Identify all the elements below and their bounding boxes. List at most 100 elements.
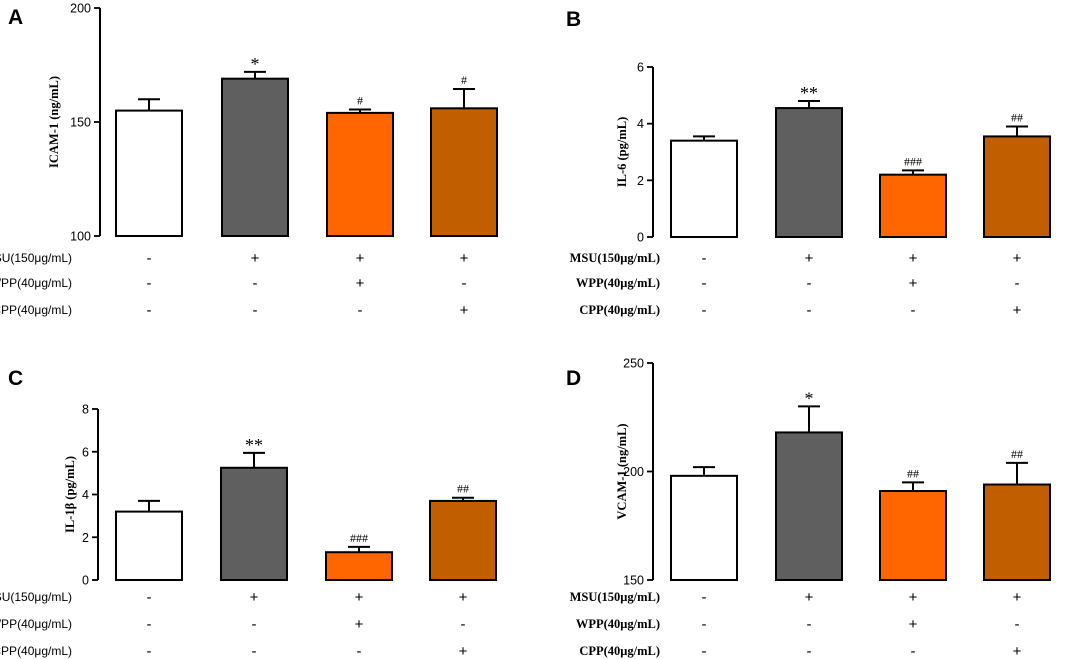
significance-label: ### — [350, 531, 368, 545]
condition-sign: - — [462, 275, 467, 292]
bar-msu-cpp — [430, 107, 498, 237]
condition-sign: + — [459, 589, 468, 606]
condition-sign: - — [252, 643, 257, 659]
condition-sign: - — [252, 616, 257, 633]
condition-sign: + — [909, 589, 918, 606]
y-tick-label: 4 — [82, 488, 89, 502]
significance-label: ## — [1011, 447, 1023, 461]
condition-sign: + — [250, 589, 259, 606]
bar-msu-cpp — [429, 499, 497, 582]
condition-sign: - — [702, 250, 707, 267]
condition-sign: + — [460, 302, 469, 319]
y-tick-label: 6 — [637, 61, 644, 75]
condition-sign: - — [147, 275, 152, 292]
bar-msu-wpp — [325, 551, 393, 582]
condition-label: WPP(40μg/mL) — [0, 617, 72, 631]
condition-label: MSU(150μg/mL) — [0, 590, 72, 604]
condition-sign: + — [909, 616, 918, 633]
condition-sign: - — [702, 616, 707, 633]
bar-control — [115, 510, 183, 582]
condition-sign: + — [1013, 643, 1022, 659]
condition-label: CPP(40μg/mL) — [579, 303, 660, 317]
condition-sign: + — [459, 643, 468, 659]
y-tick-label: 6 — [82, 445, 89, 459]
condition-sign: - — [461, 616, 466, 633]
condition-label: MSU(150μg/mL) — [570, 251, 660, 265]
condition-sign: - — [1015, 616, 1020, 633]
condition-sign: + — [251, 250, 260, 267]
condition-sign: - — [147, 250, 152, 267]
bar-msu-cpp — [983, 135, 1051, 239]
condition-sign: + — [356, 250, 365, 267]
bar-msu-wpp — [326, 111, 394, 237]
y-tick-label: 100 — [70, 230, 91, 244]
bar-msu-wpp — [879, 173, 947, 239]
condition-sign: - — [911, 302, 916, 319]
bar-msu-cpp — [983, 483, 1051, 581]
panel-letter: B — [566, 8, 581, 31]
condition-sign: - — [253, 275, 258, 292]
condition-sign: - — [807, 643, 812, 659]
condition-label: WPP(40μg/mL) — [576, 617, 660, 631]
bar-msu — [775, 107, 843, 239]
condition-sign: - — [702, 643, 707, 659]
y-axis-title: IL-1β (pg/mL) — [63, 456, 77, 533]
condition-sign: - — [147, 643, 152, 659]
bar-control — [670, 474, 738, 581]
significance-label: ## — [1011, 111, 1023, 125]
panel-d: D 150 200 250 VCAM-1 (ng/mL) * ## ## MSU(150μg/m… — [566, 357, 1051, 659]
condition-sign: + — [1013, 250, 1022, 267]
condition-sign: - — [147, 302, 152, 319]
condition-sign: - — [253, 302, 258, 319]
y-tick-label: 200 — [70, 2, 91, 16]
condition-sign: - — [702, 275, 707, 292]
y-tick-label: 2 — [82, 531, 89, 545]
significance-label: # — [461, 73, 467, 87]
y-tick-label: 4 — [637, 117, 644, 131]
condition-label: MSU(150μg/mL) — [570, 590, 660, 604]
panel-letter: D — [566, 367, 581, 390]
panel-letter: A — [8, 6, 23, 29]
significance-label: ** — [800, 83, 818, 103]
condition-label: CPP(40μg/mL) — [0, 303, 72, 317]
condition-sign: + — [356, 275, 365, 292]
condition-sign: - — [702, 589, 707, 606]
condition-sign: + — [805, 250, 814, 267]
bar-msu — [220, 466, 288, 581]
significance-label: ### — [904, 154, 922, 168]
bar-msu — [775, 431, 843, 581]
condition-sign: - — [807, 616, 812, 633]
condition-label: WPP(40μg/mL) — [576, 276, 660, 290]
condition-label: CPP(40μg/mL) — [579, 644, 660, 658]
y-tick-label: 200 — [623, 465, 644, 479]
y-tick-label: 250 — [623, 357, 644, 371]
condition-sign: - — [807, 302, 812, 319]
condition-sign: + — [909, 250, 918, 267]
significance-label: * — [805, 388, 814, 408]
y-axis-title: VCAM-1 (ng/mL) — [615, 423, 629, 519]
y-axis-title: ICAM-1 (ng/mL) — [47, 76, 61, 168]
panel-a: A 100 150 200 ICAM-1 (ng/mL) * # # MSU(150μg/mL)… — [0, 2, 498, 319]
condition-sign: - — [147, 616, 152, 633]
condition-sign: + — [460, 250, 469, 267]
condition-sign: - — [147, 589, 152, 606]
condition-sign: - — [1015, 275, 1020, 292]
condition-sign: + — [355, 616, 364, 633]
condition-sign: + — [355, 589, 364, 606]
condition-sign: - — [358, 302, 363, 319]
y-tick-label: 150 — [623, 574, 644, 588]
significance-label: # — [357, 93, 363, 107]
y-tick-label: 150 — [70, 116, 91, 130]
condition-sign: - — [357, 643, 362, 659]
condition-label: CPP(40μg/mL) — [0, 644, 72, 658]
y-axis-title: IL-6 (pg/mL) — [615, 117, 629, 188]
significance-label: ## — [457, 482, 469, 496]
condition-sign: - — [911, 643, 916, 659]
significance-label: ## — [907, 466, 919, 480]
condition-sign: + — [1013, 589, 1022, 606]
condition-sign: + — [805, 589, 814, 606]
panel-letter: C — [8, 367, 23, 390]
